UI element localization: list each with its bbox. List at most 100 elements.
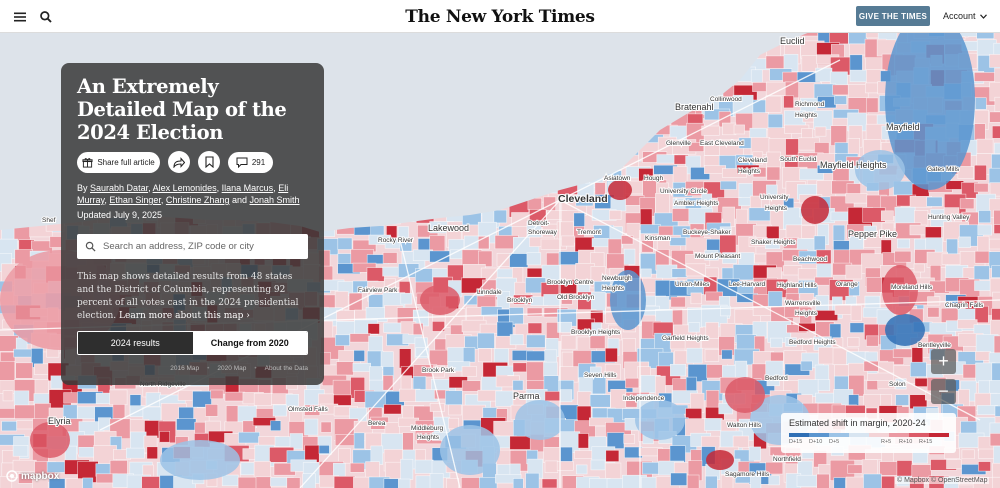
precinct[interactable] <box>669 237 687 246</box>
menu-icon[interactable] <box>12 9 28 25</box>
precinct[interactable] <box>989 182 1000 197</box>
precinct[interactable] <box>685 376 697 393</box>
precinct[interactable] <box>509 334 524 346</box>
precinct[interactable] <box>429 473 444 488</box>
precinct[interactable] <box>414 459 434 474</box>
precinct[interactable] <box>429 250 450 263</box>
precinct[interactable] <box>604 363 621 380</box>
author-link[interactable]: Saurabh Datar <box>90 183 149 193</box>
precinct-cluster[interactable] <box>801 196 829 224</box>
precinct-cluster[interactable] <box>30 422 70 458</box>
precinct[interactable] <box>145 392 161 407</box>
precinct[interactable] <box>399 348 412 369</box>
precinct[interactable] <box>210 389 224 400</box>
precinct[interactable] <box>845 264 863 280</box>
precinct[interactable] <box>881 222 895 238</box>
precinct[interactable] <box>994 142 1000 156</box>
precinct[interactable] <box>109 389 128 406</box>
precinct[interactable] <box>402 432 414 453</box>
precinct[interactable] <box>253 392 272 406</box>
precinct[interactable] <box>766 151 781 169</box>
precinct[interactable] <box>141 476 160 488</box>
precinct[interactable] <box>591 238 609 248</box>
precinct[interactable] <box>146 446 158 460</box>
address-search-box[interactable] <box>77 234 308 259</box>
precinct[interactable] <box>400 458 414 480</box>
precinct[interactable] <box>272 404 288 417</box>
precinct[interactable] <box>974 97 987 110</box>
precinct[interactable] <box>176 418 197 431</box>
precinct[interactable] <box>604 347 618 363</box>
precinct[interactable] <box>976 39 997 56</box>
author-link[interactable]: Jonah Smith <box>249 195 300 205</box>
precinct[interactable] <box>577 433 589 449</box>
precinct[interactable] <box>978 210 991 224</box>
precinct[interactable] <box>764 238 781 249</box>
precinct[interactable] <box>834 95 847 105</box>
precinct[interactable] <box>192 390 212 408</box>
precinct[interactable] <box>509 253 529 268</box>
precinct[interactable] <box>655 193 671 215</box>
precinct[interactable] <box>993 42 1000 63</box>
precinct[interactable] <box>318 444 330 454</box>
precinct[interactable] <box>383 478 401 488</box>
precinct[interactable] <box>476 295 497 308</box>
precinct[interactable] <box>561 293 573 305</box>
precinct[interactable] <box>479 323 499 334</box>
precinct[interactable] <box>722 252 738 264</box>
precinct[interactable] <box>816 473 830 488</box>
precinct-cluster[interactable] <box>160 440 240 480</box>
precinct[interactable] <box>333 475 356 488</box>
precinct[interactable] <box>892 348 913 358</box>
precinct[interactable] <box>752 151 764 165</box>
precinct[interactable] <box>719 234 737 255</box>
precinct[interactable] <box>994 405 1000 417</box>
share-button[interactable] <box>168 151 190 173</box>
precinct[interactable] <box>126 447 145 459</box>
link-2020-map[interactable]: 2020 Map <box>217 365 247 372</box>
precinct[interactable] <box>973 72 997 82</box>
precinct[interactable] <box>541 478 558 488</box>
precinct[interactable] <box>991 308 1000 330</box>
precinct[interactable] <box>333 394 352 406</box>
precinct[interactable] <box>445 390 463 406</box>
precinct[interactable] <box>670 296 686 308</box>
precinct[interactable] <box>750 475 762 488</box>
precinct[interactable] <box>353 349 365 362</box>
precinct[interactable] <box>65 478 84 488</box>
precinct[interactable] <box>785 138 799 156</box>
precinct-cluster[interactable] <box>440 425 500 475</box>
precinct[interactable] <box>796 474 820 488</box>
precinct[interactable] <box>814 126 827 137</box>
precinct[interactable] <box>575 195 594 207</box>
precinct[interactable] <box>255 476 272 488</box>
precinct[interactable] <box>993 209 1000 233</box>
precinct[interactable] <box>557 321 572 333</box>
precinct[interactable] <box>686 474 700 488</box>
precinct[interactable] <box>894 250 912 263</box>
precinct[interactable] <box>909 361 927 378</box>
precinct[interactable] <box>48 478 66 488</box>
precinct[interactable] <box>989 111 1000 123</box>
precinct[interactable] <box>543 196 556 211</box>
precinct[interactable] <box>991 125 1000 139</box>
precinct[interactable] <box>15 362 33 379</box>
precinct[interactable] <box>349 462 365 473</box>
precinct-cluster[interactable] <box>610 270 646 330</box>
precinct[interactable] <box>574 450 594 459</box>
precinct[interactable] <box>380 351 394 369</box>
precinct[interactable] <box>993 224 1000 234</box>
precinct[interactable] <box>927 296 941 306</box>
precinct[interactable] <box>477 332 495 349</box>
precinct[interactable] <box>752 112 769 131</box>
precinct[interactable] <box>815 392 837 404</box>
link-2016-map[interactable]: 2016 Map <box>170 365 200 372</box>
precinct[interactable] <box>353 432 365 450</box>
precinct[interactable] <box>337 237 353 250</box>
author-link[interactable]: Christine Zhang <box>165 195 230 205</box>
precinct[interactable] <box>977 405 998 415</box>
precinct[interactable] <box>767 113 783 129</box>
precinct[interactable] <box>383 404 402 415</box>
precinct[interactable] <box>732 435 749 448</box>
precinct[interactable] <box>845 193 868 204</box>
